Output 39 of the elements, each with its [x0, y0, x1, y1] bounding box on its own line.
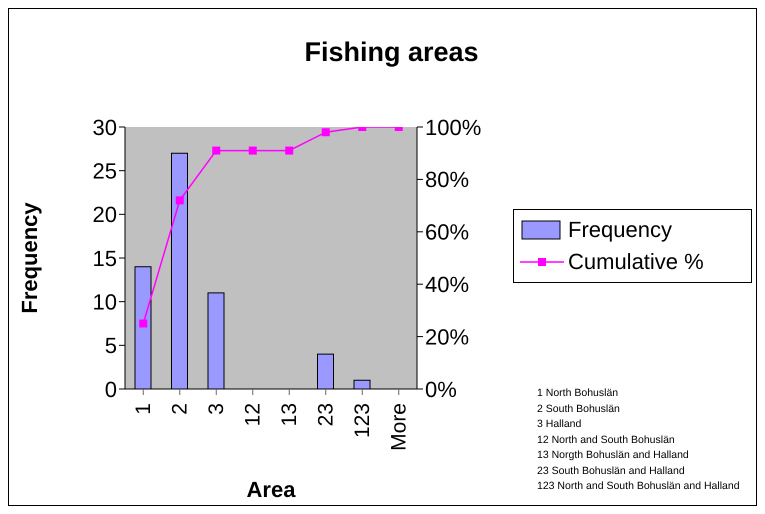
text: 2 South Bohuslän [537, 402, 621, 416]
text: 12 North and South Bohuslän [537, 432, 676, 448]
x-tick-label: 3 [204, 403, 228, 415]
text: 23 South Bohuslän and Halland [537, 464, 686, 478]
point [248, 146, 257, 155]
legend-label: Frequency [568, 216, 672, 244]
y-axis-title: Frequency [16, 202, 42, 314]
point [322, 128, 330, 136]
y2-tick-label: 100% [425, 114, 482, 140]
point [139, 320, 148, 328]
y2-tick-label: 20% [425, 324, 470, 350]
y2-tick-label: 0% [425, 376, 457, 402]
x-tick-label: 2 [168, 403, 192, 415]
x-tick-label: 12 [241, 403, 264, 426]
x-tick-label: 123 [350, 403, 374, 438]
x-tick-label: 23 [314, 403, 338, 426]
y-tick-label: 15 [92, 246, 117, 271]
y2-tick-label: 80% [425, 167, 470, 192]
y-tick-label: 10 [92, 289, 117, 314]
point [285, 146, 294, 155]
point [176, 196, 184, 204]
legend-label: Cumulative % [568, 248, 704, 276]
point [212, 146, 220, 155]
x-axis-title: Area [246, 477, 296, 502]
y2-tick-label: 60% [425, 220, 470, 245]
y-tick-label: 25 [92, 158, 117, 184]
x-tick-label: 13 [278, 403, 301, 426]
x-tick-label: More [387, 403, 410, 451]
text: 13 Norgth Bohuslän and Halland [537, 448, 690, 463]
y-tick-label: 0 [104, 376, 117, 402]
y2-tick-label: 40% [425, 272, 470, 298]
x-tick-label: 1 [132, 403, 155, 415]
y-tick-label: 5 [104, 333, 117, 358]
text: 3 Halland [537, 417, 582, 432]
y-tick-label: 30 [92, 114, 117, 140]
text: 123 North and South Bohuslän and Halland [537, 479, 740, 494]
chart-title: Fishing areas [303, 37, 480, 68]
y-tick-label: 20 [92, 202, 117, 228]
text: 1 North Bohuslän [537, 386, 620, 401]
